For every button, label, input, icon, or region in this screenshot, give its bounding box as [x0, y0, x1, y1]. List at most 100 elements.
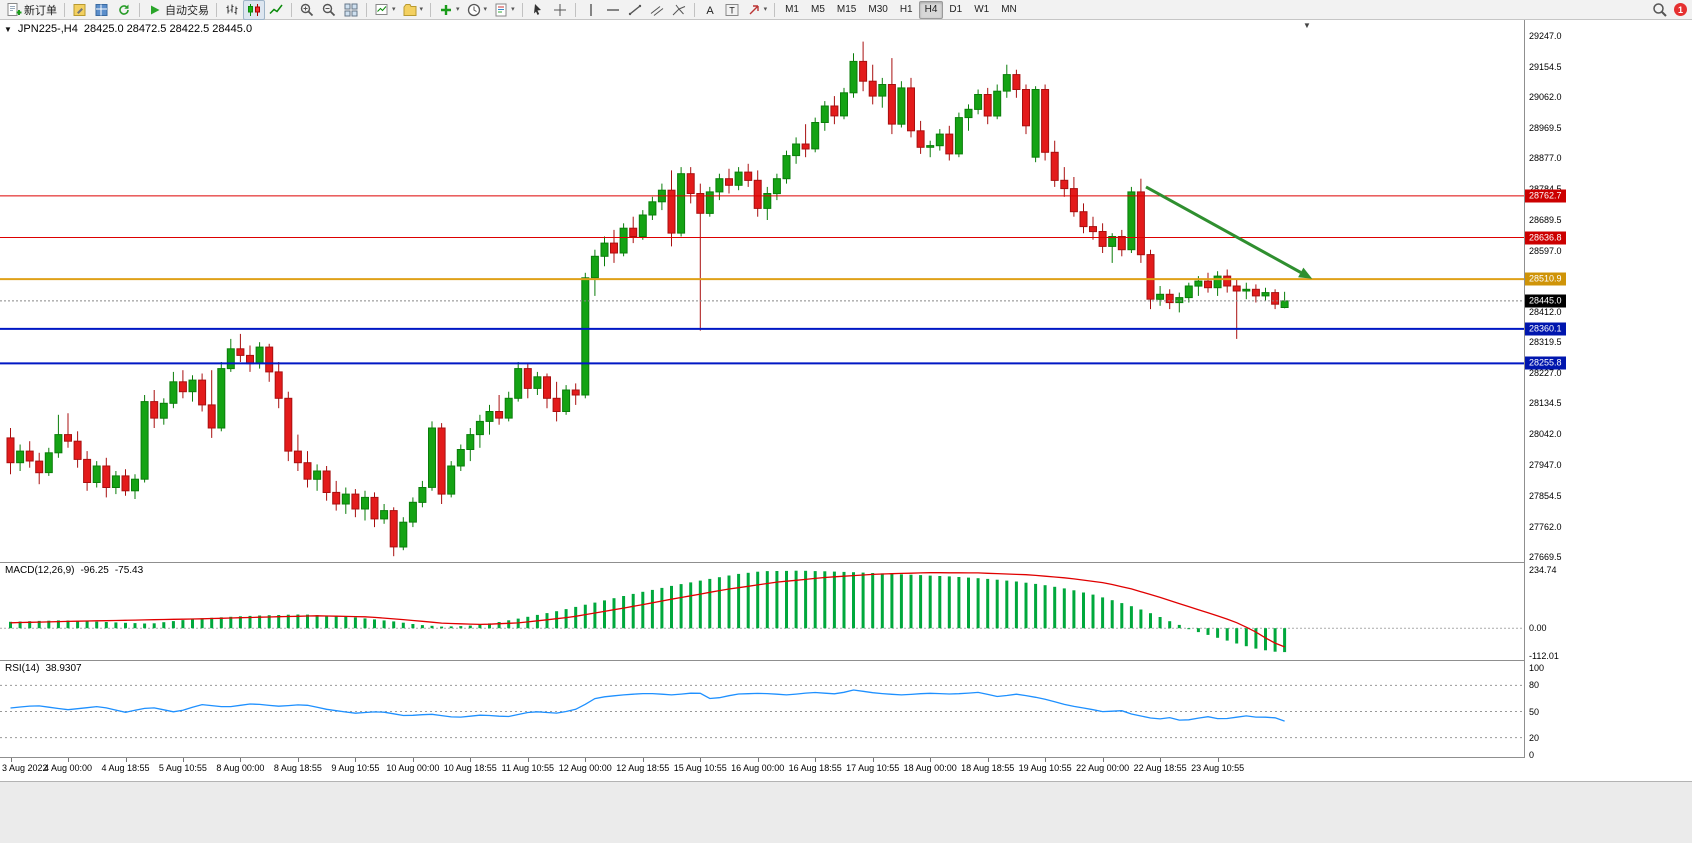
- toolbar-separator: [64, 2, 65, 17]
- timeframe-m15[interactable]: M15: [836, 3, 857, 15]
- time-axis-label: 18 Aug 18:55: [961, 763, 1015, 773]
- time-axis-tick: [987, 758, 989, 762]
- equidistant-channel-button[interactable]: [646, 0, 668, 20]
- notification-badge[interactable]: 1: [1674, 3, 1687, 16]
- toolbar-separator: [693, 2, 695, 17]
- refresh-icon: [116, 2, 132, 18]
- chevron-down-icon: ▾: [483, 5, 488, 13]
- crosshair-icon: [552, 2, 568, 18]
- time-axis-tick: [872, 758, 874, 762]
- macd-pane[interactable]: MACD(12,26,9) -96.25 -75.43: [0, 563, 1524, 661]
- candlestick-chart-button[interactable]: [243, 0, 265, 20]
- new-order-button[interactable]: 新订单: [3, 0, 60, 20]
- timeframe-h1[interactable]: H1: [899, 3, 913, 15]
- search-icon[interactable]: [1652, 2, 1668, 18]
- tile-icon: [343, 2, 359, 18]
- price-chart-pane[interactable]: ▼ JPN225-,H4 28425.0 28472.5 28422.5 284…: [0, 20, 1524, 563]
- time-axis-label: 10 Aug 18:55: [443, 763, 497, 773]
- horizontal-line-button[interactable]: [602, 0, 624, 20]
- timeframe-mn[interactable]: MN: [1001, 3, 1017, 15]
- andrews-pitchfork-button[interactable]: [668, 0, 690, 20]
- periods-button[interactable]: ▾: [463, 0, 491, 20]
- autotrading-button[interactable]: 自动交易: [144, 0, 212, 20]
- svg-text:A: A: [706, 5, 714, 17]
- macd-plot[interactable]: [0, 563, 1524, 660]
- chart-shift-marker[interactable]: ▼: [1303, 21, 1311, 30]
- arrows-tool-button[interactable]: ▾: [743, 0, 771, 20]
- zoom-in-button[interactable]: [296, 0, 318, 20]
- chevron-down-icon: ▾: [419, 5, 424, 13]
- time-axis-label: 23 Aug 10:55: [1191, 763, 1245, 773]
- vertical-line-button[interactable]: [580, 0, 602, 20]
- timeframe-m30[interactable]: M30: [868, 3, 888, 15]
- trendline-button[interactable]: [624, 0, 646, 20]
- timeframe-h4[interactable]: H4: [918, 0, 944, 19]
- bar-chart-button[interactable]: [221, 0, 243, 20]
- timeframe-d1[interactable]: D1: [949, 3, 963, 15]
- time-axis-label: 9 Aug 10:55: [331, 763, 380, 773]
- time-axis-tick: [642, 758, 644, 762]
- candles-icon: [246, 2, 262, 18]
- channel-icon: [649, 2, 665, 18]
- rsi-pane[interactable]: RSI(14) 38.9307: [0, 661, 1524, 758]
- current-price-badge: 28445.0: [1525, 294, 1566, 308]
- price-level-badge: 28762.7: [1525, 189, 1566, 203]
- macd-label: MACD(12,26,9) -96.25 -75.43: [5, 565, 143, 576]
- trend-arrow-annotation[interactable]: [1145, 185, 1313, 279]
- pitchfork-icon: [671, 2, 687, 18]
- indicators-button[interactable]: ▾: [435, 0, 463, 20]
- line-chart-button[interactable]: [265, 0, 287, 20]
- chart-window: ▼ JPN225-,H4 28425.0 28472.5 28422.5 284…: [0, 20, 1692, 781]
- text-icon: A: [702, 2, 718, 18]
- autotrading-button-label: 自动交易: [165, 4, 209, 17]
- one-click-trading-toggle[interactable]: ▼: [4, 24, 12, 34]
- new-chart-button[interactable]: ▾: [371, 0, 399, 20]
- bars-icon: [224, 2, 240, 18]
- macd-signal-line: [10, 572, 1285, 648]
- text-label-button[interactable]: T: [721, 0, 743, 20]
- time-axis-tick: [240, 758, 242, 762]
- candlesticks: [6, 41, 1289, 557]
- horizontal-level-lines[interactable]: [0, 195, 1524, 365]
- price-axis-label: 27947.0: [1529, 460, 1562, 471]
- time-axis-label: 16 Aug 00:00: [731, 763, 785, 773]
- rsi-axis-label: 50: [1529, 706, 1540, 717]
- zoom-out-button[interactable]: [318, 0, 340, 20]
- price-axis-label: 29062.0: [1529, 92, 1562, 103]
- rsi-name: RSI(14): [5, 663, 40, 674]
- time-axis-tick: [815, 758, 817, 762]
- cursor-button[interactable]: [527, 0, 549, 20]
- price-axis-label: 27762.0: [1529, 521, 1562, 532]
- metaeditor-button[interactable]: [69, 0, 91, 20]
- timeframe-m5[interactable]: M5: [811, 3, 825, 15]
- price-axis[interactable]: 29247.0 29154.5 29062.0 28969.5 28877.0 28784…: [1524, 20, 1692, 760]
- profiles-button[interactable]: ▾: [399, 0, 427, 20]
- label-icon: T: [724, 2, 740, 18]
- time-axis-label: 22 Aug 00:00: [1076, 763, 1130, 773]
- timeframe-w1[interactable]: W1: [974, 3, 990, 15]
- timeframe-m1[interactable]: M1: [785, 3, 799, 15]
- rsi-plot[interactable]: [0, 661, 1524, 757]
- price-level-badge: 28255.8: [1525, 356, 1566, 370]
- zoom-in-icon: [299, 2, 315, 18]
- price-plot[interactable]: [0, 20, 1524, 562]
- refresh-button[interactable]: [113, 0, 135, 20]
- time-axis[interactable]: 3 Aug 2022 4 Aug 00:00 4 Aug 18:55 5 Aug 10…: [0, 758, 1524, 781]
- chevron-down-icon: ▾: [511, 5, 515, 13]
- time-axis-tick: [757, 758, 759, 762]
- svg-text:T: T: [729, 5, 735, 15]
- crosshair-button[interactable]: [549, 0, 571, 20]
- templates-button[interactable]: ▾: [490, 0, 518, 20]
- time-axis-tick: [1102, 758, 1104, 762]
- market-watch-button[interactable]: [91, 0, 113, 20]
- chevron-down-icon: ▾: [763, 5, 768, 13]
- tile-windows-button[interactable]: [340, 0, 362, 20]
- toolbar: 新订单 自动交易 ▾ ▾ ▾ ▾ ▾ A T ▾ M1 M5 M15 M30 H1 H4 D1 W1 MN 1: [0, 0, 1692, 20]
- autotrading-icon: [147, 2, 163, 18]
- time-axis-label: 15 Aug 10:55: [673, 763, 727, 773]
- price-axis-label: 28689.5: [1529, 215, 1562, 226]
- indicators-icon: [438, 2, 454, 18]
- text-tool-button[interactable]: A: [699, 0, 721, 20]
- price-level-badge: 28360.1: [1525, 322, 1566, 336]
- toolbar-separator: [774, 2, 776, 17]
